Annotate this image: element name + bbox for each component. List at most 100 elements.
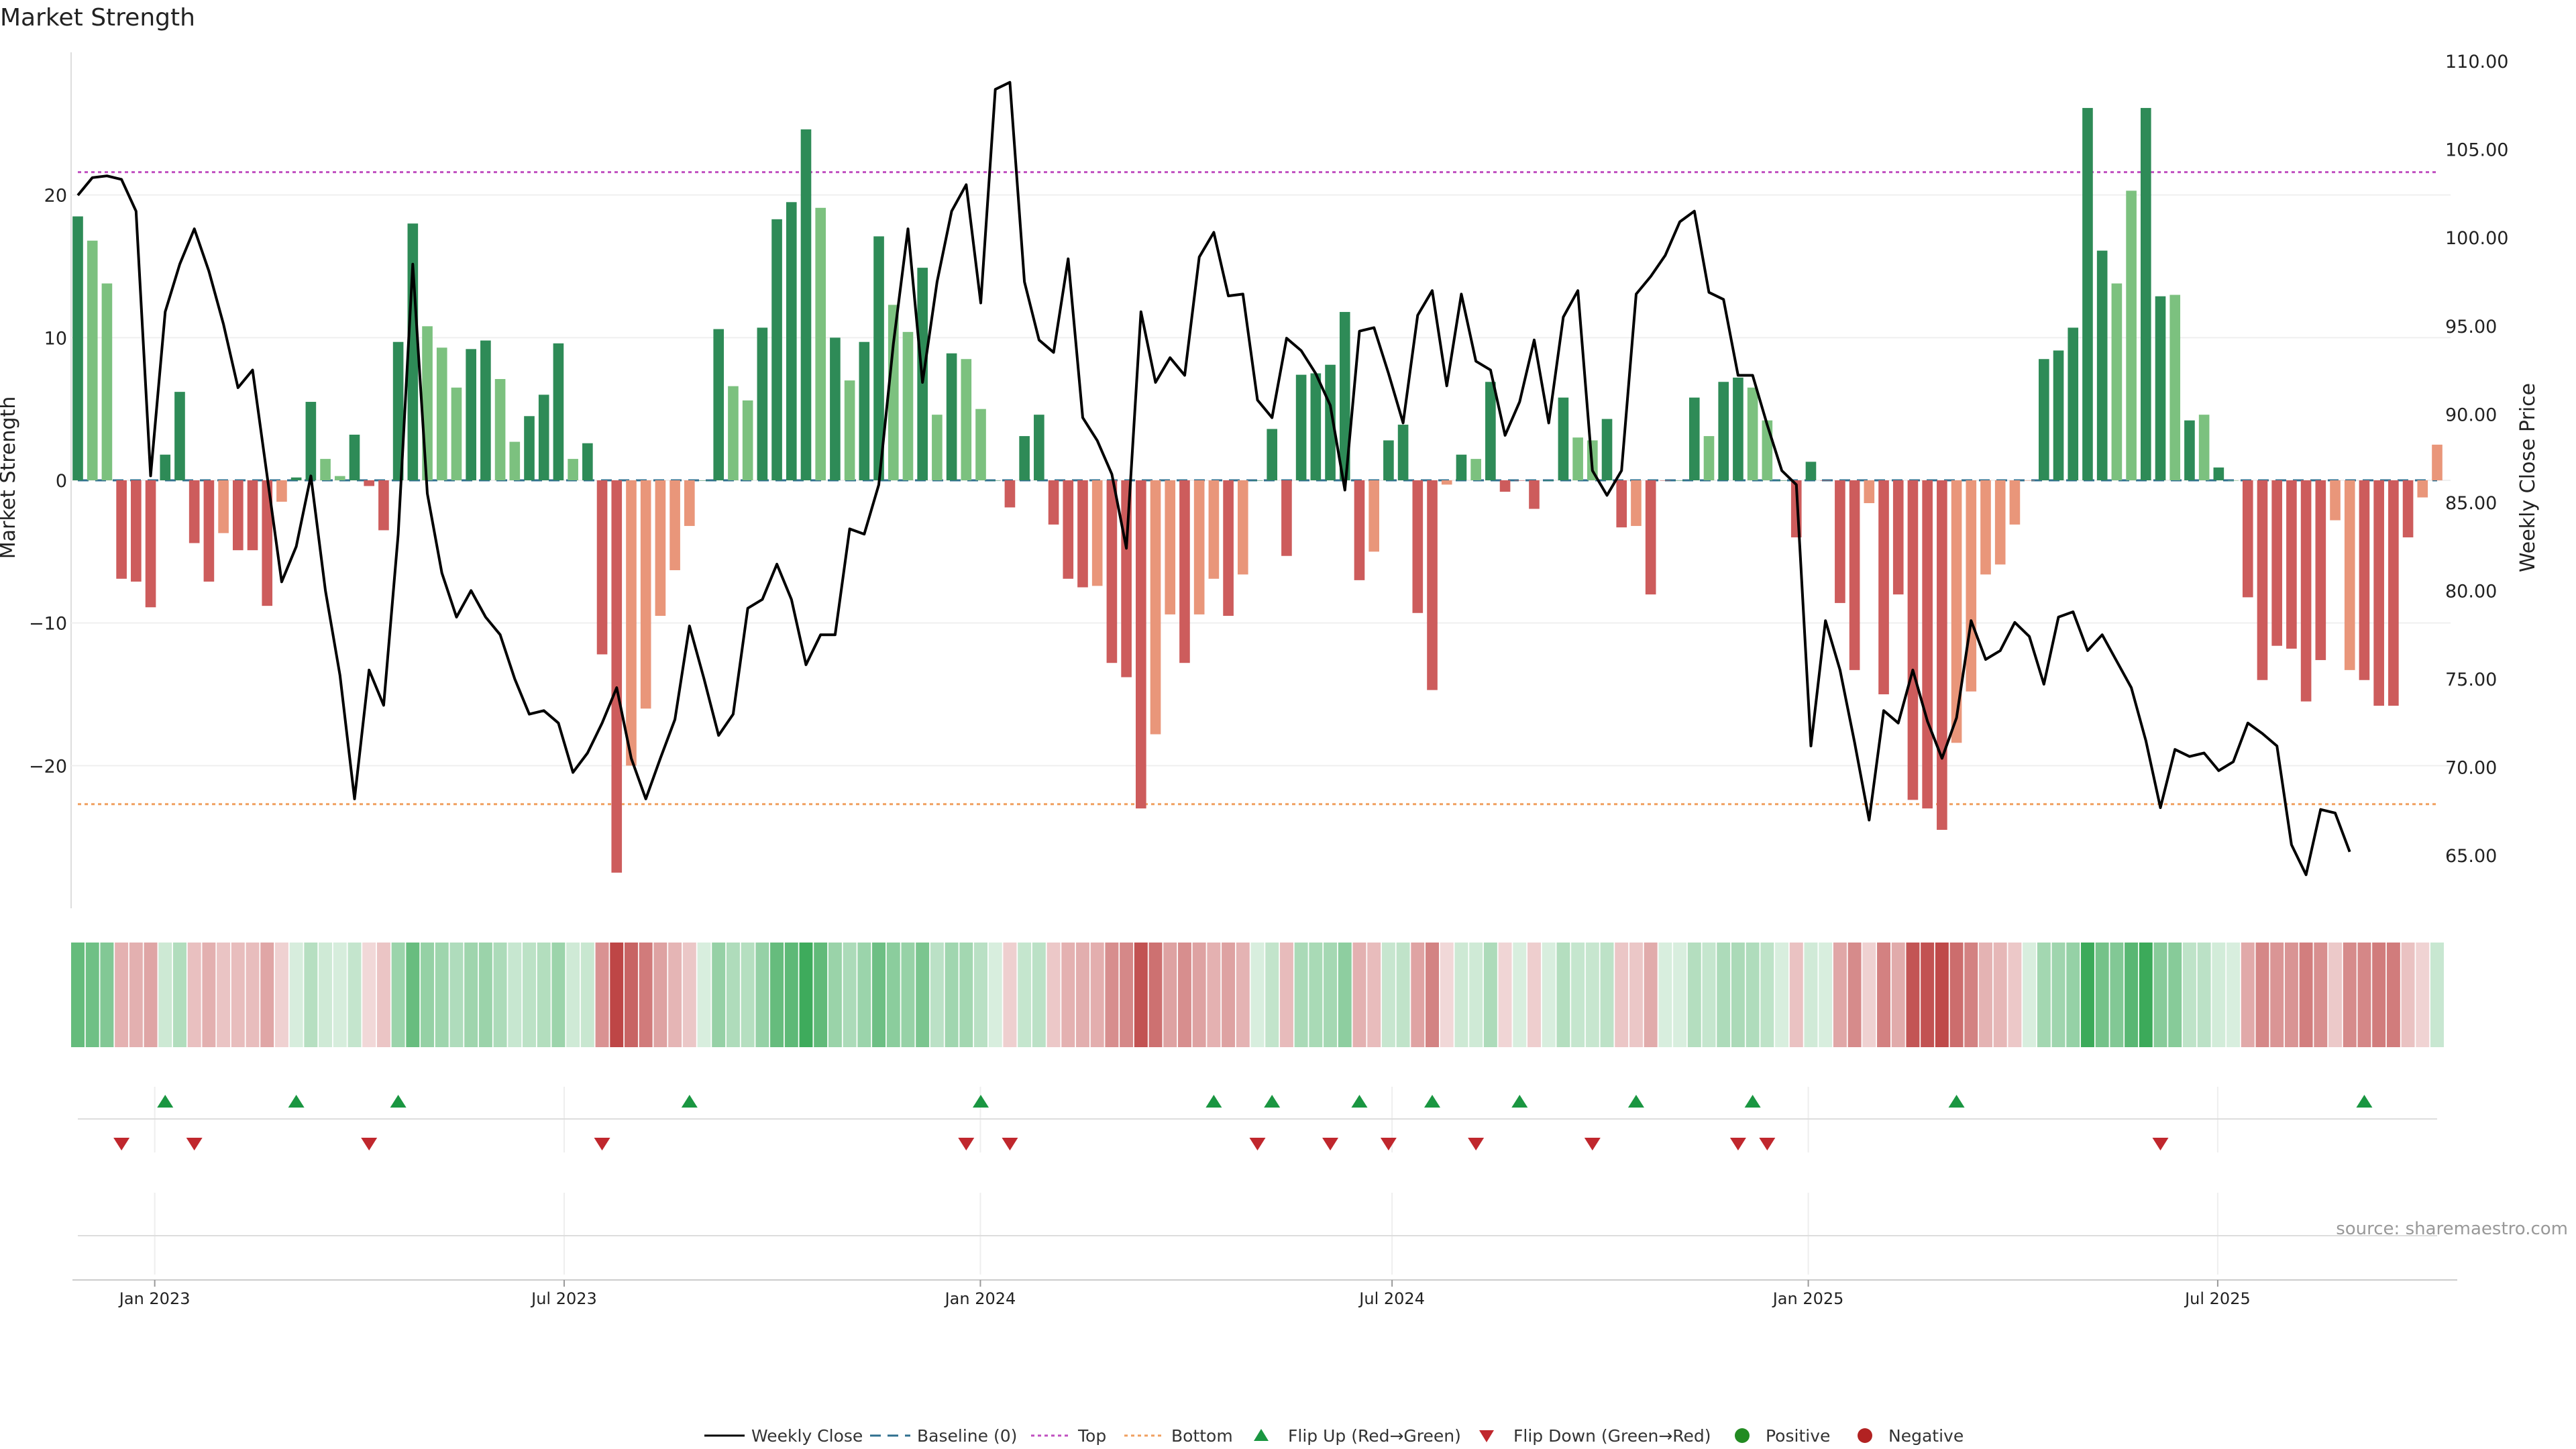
legend-top-label: Top (1077, 1426, 1106, 1446)
heat-cell (1163, 943, 1177, 1047)
heat-cell (464, 943, 478, 1047)
strength-bar (2024, 480, 2035, 481)
heat-cell (901, 943, 915, 1047)
heat-cell (1775, 943, 1789, 1047)
heat-cell (1746, 943, 1760, 1047)
strength-bar (1820, 480, 1831, 481)
heat-cell (2066, 943, 2080, 1047)
heat-cell (100, 943, 114, 1047)
heat-cell (1046, 943, 1061, 1047)
heat-cell (1105, 943, 1119, 1047)
heat-cell (376, 943, 390, 1047)
heat-cell (1702, 943, 1716, 1047)
heat-cell (959, 943, 973, 1047)
heat-cell (945, 943, 959, 1047)
strength-bar (1907, 480, 1919, 800)
heat-cell (2037, 943, 2051, 1047)
strength-bar (203, 480, 215, 582)
strength-bar (2169, 294, 2181, 480)
strength-bar (815, 207, 826, 480)
strength-bar (1281, 480, 1292, 556)
triangle-down-icon (1479, 1430, 1494, 1442)
heat-cell (260, 943, 274, 1047)
heat-cell (1847, 943, 1862, 1047)
flip-up-marker (1351, 1095, 1368, 1108)
strength-bar (655, 480, 666, 616)
heat-cell (2430, 943, 2444, 1047)
strength-bar (320, 459, 331, 480)
strength-bar (1441, 480, 1452, 485)
strength-bar (1325, 364, 1336, 480)
heat-cell (2197, 943, 2211, 1047)
flip-down-marker (1729, 1138, 1746, 1150)
strength-bar (218, 480, 229, 533)
strength-bar (145, 480, 156, 608)
heat-cell (2226, 943, 2241, 1047)
heat-cell (799, 943, 813, 1047)
strength-bar (698, 480, 710, 481)
x-tick-label: Jan 2024 (944, 1289, 1016, 1308)
heat-cell (129, 943, 143, 1047)
heat-cell (1921, 943, 1935, 1047)
strength-bar (713, 329, 724, 480)
legend-bottom-label: Bottom (1171, 1426, 1233, 1446)
y-axis-left-label: Market Strength (0, 396, 20, 559)
legend-negative: Negative (1858, 1426, 1964, 1446)
flip-up-marker (288, 1095, 305, 1108)
flip-up-marker (390, 1095, 407, 1108)
strength-bar (2373, 480, 2384, 706)
y-tick-right-label: 100.00 (2445, 228, 2508, 249)
heat-cell (1177, 943, 1191, 1047)
strength-bar (2082, 107, 2093, 480)
heat-cell (391, 943, 405, 1047)
heat-cell (217, 943, 231, 1047)
y-tick-right-label: 75.00 (2445, 669, 2497, 690)
strength-bar (1136, 480, 1146, 809)
strength-bar (1354, 480, 1365, 580)
heat-cell (1527, 943, 1541, 1047)
heat-cell (2125, 943, 2139, 1047)
strength-bar (1864, 480, 1875, 504)
strength-bar (684, 480, 695, 527)
strength-bar (1601, 419, 1613, 480)
strength-bar (2198, 415, 2210, 480)
heat-cell (1993, 943, 2007, 1047)
heat-cell (144, 943, 158, 1047)
strength-bar (975, 409, 986, 480)
heat-cell (2212, 943, 2226, 1047)
strength-bar (1703, 436, 1715, 480)
strength-bar (101, 283, 113, 480)
heat-cell (1192, 943, 1206, 1047)
x-axis: Jan 2023 Jul 2023 Jan 2024 Jul 2024 Jan 2025… (72, 1193, 2457, 1308)
strength-bar (2096, 250, 2108, 480)
heat-cell (988, 943, 1002, 1047)
negative-dot-icon (1858, 1428, 1872, 1443)
heat-cell (1032, 943, 1046, 1047)
strength-bar (626, 480, 637, 766)
legend-positive: Positive (1735, 1426, 1830, 1446)
legend: Weekly Close Baseline (0) Top Bottom Fli… (704, 1426, 1964, 1446)
flip-down-marker (1322, 1138, 1339, 1150)
strength-bar (669, 480, 680, 570)
flip-down-marker (1468, 1138, 1485, 1150)
y-tick-left-label: 20 (44, 186, 67, 207)
weekly-close-line (76, 80, 2351, 876)
strength-bar (392, 341, 404, 480)
strength-bar (436, 347, 447, 480)
heat-cell (726, 943, 740, 1047)
heat-cell (741, 943, 755, 1047)
strength-bar (844, 380, 855, 480)
heat-cell (1644, 943, 1658, 1047)
strength-bar (1937, 480, 1947, 830)
heat-cell (421, 943, 435, 1047)
heat-cell (115, 943, 129, 1047)
heat-cell (2284, 943, 2298, 1047)
strength-bar (87, 240, 98, 480)
strength-bar (1660, 480, 1671, 481)
heat-cell (1120, 943, 1134, 1047)
strength-bar (1208, 480, 1220, 579)
flip-up-marker (1948, 1095, 1965, 1108)
strength-bar (1150, 480, 1161, 735)
strength-bar (2228, 480, 2239, 481)
heat-cell (2139, 943, 2153, 1047)
